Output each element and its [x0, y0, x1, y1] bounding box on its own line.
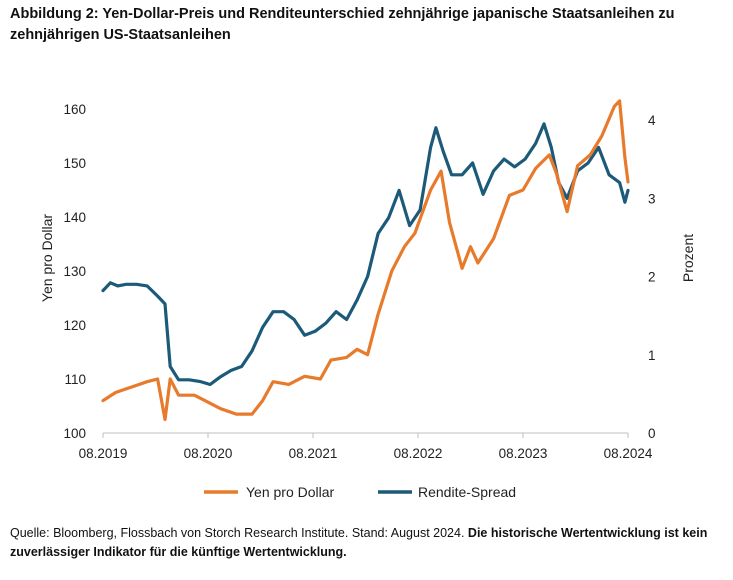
chart-title: Abbildung 2: Yen-Dollar-Preis und Rendit… [10, 6, 675, 43]
x-tick-label: 08.2024 [604, 446, 653, 461]
y-left-tick-label: 120 [63, 318, 86, 333]
y-right-tick-label: 3 [648, 191, 656, 206]
x-tick-label: 08.2021 [289, 446, 338, 461]
y-left-tick-label: 160 [63, 102, 86, 117]
x-axis: 08.2019 08.2020 08.2021 08.2022 08.2023 08.20… [79, 433, 653, 461]
chart: 08.2019 08.2020 08.2021 08.2022 08.2023 08.20… [39, 99, 696, 500]
legend-label-spread: Rendite-Spread [418, 484, 516, 500]
y-right-tick-label: 1 [648, 348, 656, 363]
y-left-tick-label: 130 [63, 264, 86, 279]
y-left-tick-label: 150 [63, 156, 86, 171]
x-tick-label: 08.2019 [79, 446, 128, 461]
y-axis-right: 0 1 2 3 4 [648, 113, 656, 441]
source-disclaimer: Die historische Wertentwicklung ist kein… [10, 526, 708, 559]
y-axis-left: 100 110 120 130 140 150 160 [63, 102, 86, 441]
y-right-tick-label: 4 [648, 113, 656, 128]
source-text: Quelle: Bloomberg, Flossbach von Storch … [10, 526, 465, 540]
legend: Yen pro Dollar Rendite-Spread [204, 484, 516, 500]
x-tick-label: 08.2023 [499, 446, 548, 461]
y-left-tick-label: 140 [63, 210, 86, 225]
y-axis-right-label: Prozent [680, 234, 696, 282]
series-line-yen [101, 99, 630, 422]
series-layer [101, 99, 630, 422]
y-left-tick-label: 110 [64, 372, 86, 387]
source-note: Quelle: Bloomberg, Flossbach von Storch … [10, 524, 722, 562]
y-axis-left-label: Yen pro Dollar [39, 214, 55, 303]
y-right-tick-label: 2 [648, 270, 656, 285]
x-tick-label: 08.2022 [394, 446, 443, 461]
y-left-tick-label: 100 [63, 426, 86, 441]
legend-label-yen: Yen pro Dollar [246, 484, 335, 500]
y-right-tick-label: 0 [648, 426, 656, 441]
series-line-spread [101, 122, 630, 387]
x-tick-label: 08.2020 [184, 446, 233, 461]
